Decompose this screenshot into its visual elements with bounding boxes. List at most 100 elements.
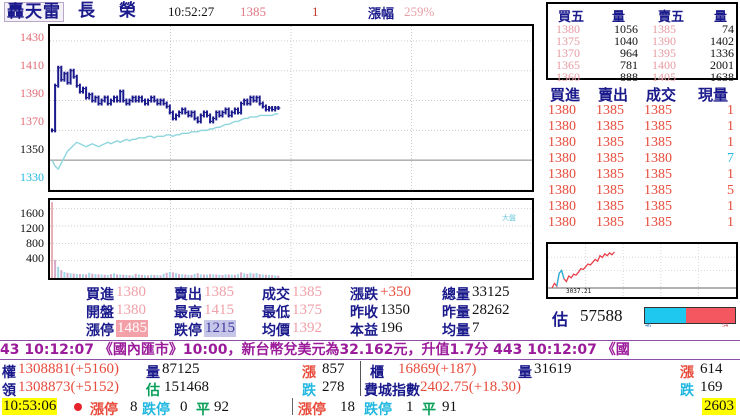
deal-row[interactable]: 1380 1385 1385 1 [546, 119, 738, 134]
summary-row: 買進 1380 賣出 1385 成交 1385 漲跌 +350 總量 33125 [0, 284, 540, 303]
five-level-cell: 1395 [652, 46, 676, 60]
status-bar: 10:53:06 漲停 8 跌停 0 平 92 漲停 18 跌停 1 平 91 … [0, 397, 740, 418]
index-summary-rows: 權 1308881(+5160) 量 87125 漲 857 櫃 16869(+187) 量 31… [0, 361, 740, 399]
header-last-qty: 1 [312, 4, 319, 19]
deal-cell: 1380 [548, 215, 576, 230]
deal-cell: 1 [727, 167, 734, 182]
five-level-row[interactable]: 1360 888 1405 1638 [548, 70, 736, 84]
summary-label: 買進 [86, 287, 114, 303]
five-level-row[interactable]: 1380 1056 1385 74 [548, 22, 736, 36]
index-value: 857 [322, 361, 345, 377]
five-level-cell: 1056 [614, 22, 638, 36]
volume-axis: 1600 1200 800 400 [0, 200, 46, 280]
five-level-row[interactable]: 1370 964 1395 1336 [548, 46, 736, 60]
five-level-cell: 1336 [710, 46, 734, 60]
summary-value: 196 [380, 320, 403, 336]
index-value: 1308881(+5160) [18, 361, 119, 377]
price-chart[interactable] [48, 24, 534, 192]
deal-cell: 1385 [644, 103, 672, 118]
deal-row[interactable]: 1380 1385 1385 1 [546, 215, 738, 230]
deal-cell: 1 [727, 119, 734, 134]
deal-cell: 1380 [548, 167, 576, 182]
five-level-row[interactable]: 1375 1040 1390 1402 [548, 34, 736, 48]
summary-value: 33125 [472, 284, 510, 300]
deal-cell: 1380 [548, 103, 576, 118]
header-bar: 轟天雷 長 榮 10:52:27 1385 1 漲幅 259% [0, 0, 540, 22]
five-level-col-header: 量 [714, 10, 728, 25]
deal-cell: 1385 [644, 135, 672, 150]
right-panel: 買五量賣五量 1380 1056 1385 74 1375 1040 1390 1402 137… [546, 2, 738, 338]
five-level-cell: 1400 [652, 58, 676, 72]
summary-label: 昨量 [442, 305, 470, 321]
deal-cell: 1385 [644, 167, 672, 182]
summary-label: 開盤 [86, 305, 114, 321]
summary-value: 1215 [204, 320, 236, 337]
index-key: 漲 [680, 365, 694, 381]
five-level-col-header: 賣五 [658, 10, 685, 25]
deal-cell: 1 [727, 199, 734, 214]
status-left-up-label: 漲停 [90, 402, 118, 418]
index-key: 費城指數 [364, 383, 420, 399]
deal-cell: 1385 [644, 119, 672, 134]
price-axis-tick: 1410 [20, 58, 44, 72]
deal-row[interactable]: 1380 1385 1385 1 [546, 135, 738, 150]
deal-row[interactable]: 1380 1385 1385 1 [546, 103, 738, 118]
five-level-cell: 1365 [556, 58, 580, 72]
stock-code-badge: 2603 [702, 398, 736, 415]
summary-label: 跌停 [174, 323, 202, 339]
five-level-cell: 1402 [710, 34, 734, 48]
deal-table[interactable]: 1380 1385 1385 1 1380 1385 1385 1 1380 1385 1385 1 1… [546, 103, 738, 239]
summary-value: +350 [380, 284, 411, 300]
deal-cell: 7 [727, 151, 734, 166]
up-down-ratio-bar [644, 307, 736, 324]
index-key: 權 [2, 365, 16, 381]
header-change-value: 259% [404, 4, 435, 19]
deal-cell: 1380 [548, 199, 576, 214]
five-level-cell: 781 [620, 58, 638, 72]
deal-col-header: 買進 [550, 86, 581, 104]
deal-cell: 1385 [596, 151, 624, 166]
index-key: 櫃 [370, 365, 384, 381]
deal-row[interactable]: 1380 1385 1380 7 [546, 151, 738, 166]
stock-name: 長 榮 [78, 1, 145, 21]
summary-value: 1350 [380, 302, 410, 318]
volume-axis-tick: 400 [26, 251, 44, 265]
index-key: 跌 [302, 383, 316, 399]
header-change-label: 漲幅 [368, 7, 395, 22]
five-level-cell: 74 [722, 22, 734, 36]
ratio-up-segment [686, 308, 735, 323]
index-row: 領 1308873(+5152) 估 151468 跌 278 費城指數 2402.75(+1… [0, 379, 740, 399]
summary-label: 漲跌 [350, 287, 378, 303]
deal-cell: 5 [727, 183, 734, 198]
deal-row[interactable]: 1380 1385 1385 1 [546, 167, 738, 182]
summary-label: 成交 [262, 287, 290, 303]
five-level-cell: 1380 [556, 22, 580, 36]
summary-label: 均量 [442, 323, 470, 339]
deal-row[interactable]: 1380 1385 1385 5 [546, 183, 738, 198]
status-left-flat-label: 平 [196, 402, 210, 418]
status-right-down-label: 跌停 [364, 402, 392, 418]
deal-cell: 1380 [644, 151, 672, 166]
deal-cell: 1385 [596, 215, 624, 230]
index-value: 1308873(+5152) [18, 379, 119, 395]
deal-cell: 1385 [596, 183, 624, 198]
five-level-cell: 1360 [556, 70, 580, 84]
deal-row[interactable]: 1380 1385 1385 1 [546, 199, 738, 214]
five-level-cell: 1390 [652, 34, 676, 48]
summary-value: 1485 [116, 320, 148, 337]
index-value: 31619 [534, 361, 572, 377]
deal-cell: 1385 [596, 167, 624, 182]
five-level-cell: 1385 [652, 22, 676, 36]
deal-cell: 1 [727, 135, 734, 150]
ratio-down-segment [645, 308, 687, 323]
summary-row: 漲停 1485 跌停 1215 均價 1392 本益 196 均量 7 [0, 320, 540, 339]
news-ticker[interactable]: 43 10:12:07 《國內匯市》10:00，新台幣兌美元為32.162元，升… [0, 340, 740, 360]
status-right-up: 18 [340, 399, 355, 415]
summary-label: 最高 [174, 305, 202, 321]
volume-chart[interactable] [48, 198, 534, 280]
five-level-row[interactable]: 1365 781 1400 2001 [548, 58, 736, 72]
status-right-flat-label: 平 [422, 402, 436, 418]
market-mini-chart[interactable]: 3037.21 [546, 242, 738, 299]
status-right-up-label: 漲停 [298, 402, 326, 418]
